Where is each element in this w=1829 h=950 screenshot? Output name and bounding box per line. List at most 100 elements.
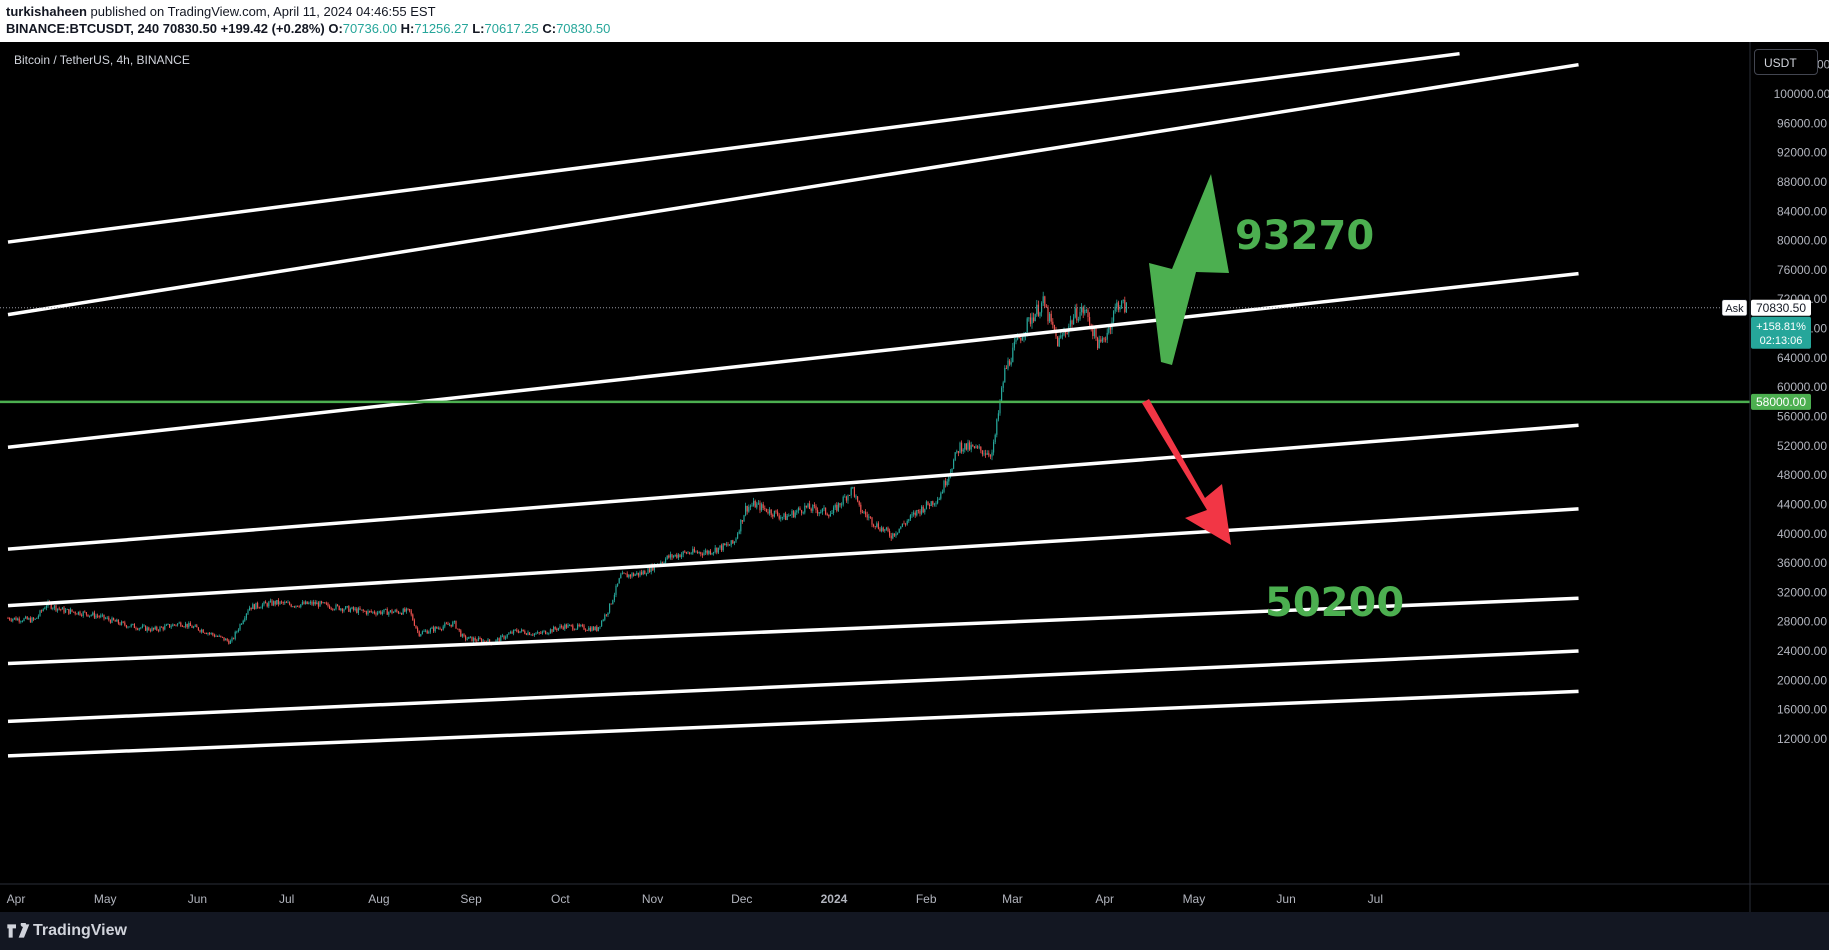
- candle: [420, 633, 422, 637]
- candle-body: [257, 602, 259, 608]
- candle-body: [20, 621, 22, 623]
- candle-body: [799, 508, 801, 511]
- candle: [417, 626, 419, 634]
- candle: [988, 450, 990, 458]
- candle: [124, 620, 126, 627]
- candle: [505, 635, 507, 641]
- candle: [612, 599, 614, 605]
- candle-body: [31, 617, 33, 623]
- candle-body: [933, 503, 935, 505]
- candle: [421, 630, 423, 635]
- candle-body: [999, 400, 1001, 414]
- candle-body: [921, 506, 923, 514]
- candle-body: [401, 613, 403, 615]
- candle-body: [660, 562, 662, 565]
- candle-body: [442, 626, 444, 630]
- candle: [457, 628, 459, 630]
- candle: [297, 605, 299, 607]
- candle-body: [815, 506, 817, 511]
- candle: [852, 486, 854, 490]
- candle: [965, 443, 967, 451]
- candle-body: [833, 507, 835, 513]
- candle: [194, 624, 196, 627]
- currency-button[interactable]: USDT: [1754, 49, 1818, 75]
- candle-body: [743, 515, 745, 522]
- candle: [260, 606, 262, 609]
- candle: [474, 636, 476, 642]
- candle: [1041, 301, 1043, 317]
- candle-body: [1100, 339, 1102, 342]
- candle-body: [303, 602, 305, 605]
- low-value: 70617.25: [484, 21, 539, 36]
- candle: [1071, 319, 1073, 329]
- candle-body: [517, 631, 519, 633]
- candle: [540, 631, 542, 634]
- candle-body: [388, 612, 390, 615]
- candle: [444, 621, 446, 629]
- candle-body: [527, 632, 529, 635]
- candle: [1031, 312, 1033, 329]
- candle: [954, 452, 956, 462]
- candle: [529, 632, 531, 636]
- candle: [572, 623, 574, 632]
- candle: [749, 504, 751, 511]
- candle: [189, 621, 191, 626]
- candle-body: [156, 626, 158, 630]
- candle: [52, 607, 54, 611]
- candle-body: [948, 475, 950, 482]
- candle: [793, 509, 795, 518]
- candle-body: [623, 572, 625, 574]
- candle: [985, 449, 987, 458]
- candle: [916, 509, 918, 517]
- candle-body: [108, 617, 110, 620]
- candle: [18, 616, 20, 624]
- tradingview-logo[interactable]: TradingView: [6, 922, 127, 940]
- candle: [100, 613, 102, 619]
- candle: [434, 626, 436, 633]
- candle: [548, 632, 550, 636]
- candle-body: [127, 626, 129, 628]
- candle-body: [428, 631, 430, 634]
- candle-body: [828, 515, 830, 517]
- candle-body: [297, 605, 299, 607]
- candle-body: [1117, 302, 1119, 310]
- candle: [669, 551, 671, 560]
- candle-body: [185, 623, 187, 627]
- candle: [497, 637, 499, 642]
- candle-body: [242, 620, 244, 624]
- candle-body: [284, 602, 286, 604]
- candle: [801, 509, 803, 516]
- candle-body: [441, 629, 443, 631]
- author-name[interactable]: turkishaheen: [6, 4, 87, 19]
- candle: [972, 444, 974, 447]
- candle: [930, 501, 932, 507]
- candle: [527, 630, 529, 636]
- candle-body: [708, 550, 710, 554]
- price-scale-panel[interactable]: [1750, 42, 1829, 912]
- candle-body: [1001, 387, 1003, 401]
- x-tick-label: Nov: [642, 892, 663, 906]
- candle: [625, 573, 627, 575]
- candle: [781, 516, 783, 521]
- candle-body: [295, 605, 297, 607]
- candle: [876, 521, 878, 528]
- price-chart[interactable]: 12000.00 16000.00 20000.00 24000.00 28000.00…: [0, 42, 1829, 912]
- candle-body: [109, 619, 111, 623]
- candle: [340, 607, 342, 612]
- candle: [695, 550, 697, 553]
- candle-body: [455, 620, 457, 629]
- ask-label: Ask: [1725, 303, 1744, 315]
- candle: [287, 600, 289, 604]
- candle: [68, 609, 70, 615]
- candle-body: [13, 617, 15, 619]
- candle-body: [193, 626, 195, 628]
- candle-body: [959, 442, 961, 453]
- candle-body: [983, 453, 985, 455]
- candle-body: [649, 566, 651, 572]
- candle: [503, 635, 505, 640]
- candle: [690, 551, 692, 555]
- candle: [1084, 304, 1086, 316]
- candle: [943, 479, 945, 494]
- candle: [196, 623, 198, 628]
- candle: [626, 571, 628, 578]
